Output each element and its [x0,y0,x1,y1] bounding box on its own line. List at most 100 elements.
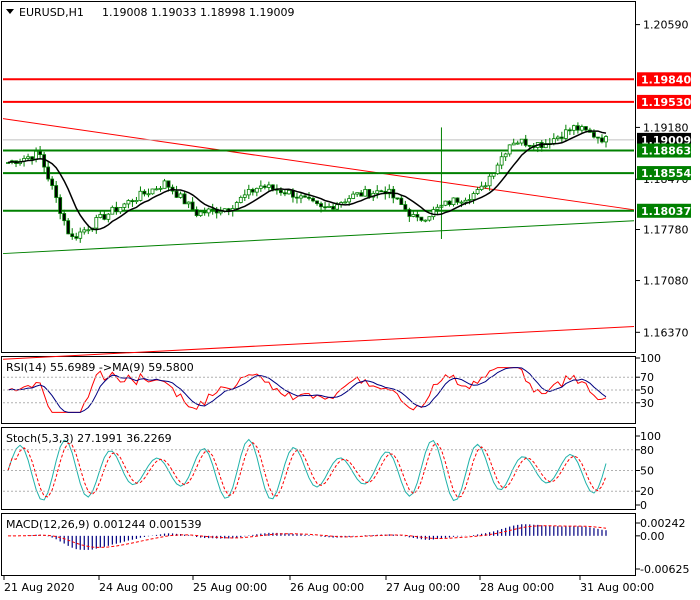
candle-body [307,196,311,199]
candle-body [279,189,283,194]
level-tag-label: 1.19530 [641,96,691,109]
candle-body [74,236,79,239]
trendline-0 [2,118,635,211]
stoch-panel[interactable] [1,427,636,510]
candle-body [584,126,588,131]
candle-body [70,233,75,237]
time-axis: 21 Aug 2020 24 Aug 00:00 25 Aug 00:00 26 Au… [3,576,654,594]
time-tick-label: 24 Aug 00:00 [99,581,173,594]
ohlc-values: 1.19008 1.19033 1.18998 1.19009 [102,6,294,19]
candle-body [182,193,187,205]
rsi-lines [7,367,607,413]
candle-body [218,211,223,214]
candle-body [395,197,400,200]
candle-body [174,190,179,198]
candle-body [399,197,404,205]
candle-body [158,187,163,190]
candle-body [471,193,476,200]
candle-body [162,180,167,189]
level-tag-bg [637,72,691,87]
candle-body [58,197,63,214]
indicator-tick-label: 0.00 [640,530,665,543]
level-tag-label: 1.18037 [641,205,691,218]
price-tick-label: 1.16370 [643,326,689,339]
candle-body [291,189,295,198]
candle-body [592,131,596,138]
candle-body [387,188,392,195]
candle-body [379,190,384,193]
ma-line [7,130,607,231]
macd-panel[interactable] [1,513,636,576]
indicator-tick-label: 100 [640,430,661,443]
candle-body [487,175,492,187]
candle-body [576,125,580,131]
moving-average [7,130,607,231]
main-price-panel[interactable] [1,1,636,353]
candle-body [86,229,91,232]
candle-body [118,207,123,213]
candle-body [54,185,59,198]
candle-body [435,206,440,210]
candle-body [30,156,34,160]
candle-body [467,199,472,201]
time-tick-label: 27 Aug 00:00 [386,581,460,594]
candle-body [423,219,428,222]
candle-body [351,193,356,199]
candle-body [110,206,115,215]
time-tick-label: 21 Aug 2020 [4,581,74,594]
candle-body [194,209,199,216]
candle-body [555,136,560,140]
level-tag-bg [637,203,691,218]
macd-histogram [8,524,607,550]
candle-body [46,166,51,180]
indicator-tick-label: 20 [640,485,654,498]
candle-body [154,188,159,191]
candle-body [150,188,155,195]
dropdown-triangle-icon[interactable] [6,9,14,14]
candle-body [343,201,348,204]
candle-body [311,197,315,202]
level-tag-bg [637,143,691,158]
candle-body [347,198,352,203]
candle-body [507,144,512,155]
indicator-tick-label: 0.00242 [640,517,686,530]
candle-body [254,187,259,193]
candle-body [126,200,131,205]
candle-body [102,214,107,220]
candle-body [106,213,111,220]
candle-body [38,150,43,156]
candle-body [50,178,55,186]
level-tag-label: 1.18863 [641,145,691,158]
candle-body [270,184,275,190]
candle-body [571,125,576,131]
level-tag-label: 1.19840 [641,73,691,86]
time-tick-label: 28 Aug 00:00 [480,581,554,594]
candle-body [42,154,47,168]
candle-body [6,162,10,164]
symbol-label: EURUSD,H1 [19,6,84,19]
candle-body [403,204,408,210]
level-tag-bg [637,166,691,181]
candle-body [319,203,323,208]
level-tag-label: 1.18554 [641,167,691,180]
candle-body [491,173,496,177]
candle-body [114,206,119,213]
candle-body [335,204,340,210]
candle-body [411,214,416,217]
candle-body [295,196,299,199]
candle-body [475,189,480,194]
candle-body [327,205,331,208]
level-tags: 1.198401.195301.190091.188631.185541.180… [637,72,691,218]
candle-body [459,201,464,204]
candle-body [604,136,608,143]
candle-body [451,197,456,205]
price-tick-label: 1.17780 [643,224,689,237]
candle-body [186,201,191,205]
price-tick-label: 1.17080 [643,275,689,288]
indicator-tick-label: -0.00625 [640,563,689,576]
candle-body [34,150,38,160]
candle-body [483,185,488,188]
candle-body [331,205,335,210]
